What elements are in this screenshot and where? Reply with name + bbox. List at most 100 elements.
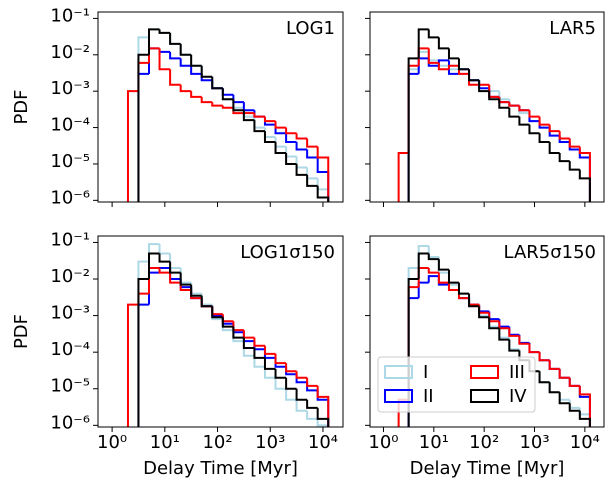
histogram-step [468, 293, 480, 308]
histogram-step [158, 29, 171, 34]
histogram-step [518, 116, 530, 126]
histogram-step [578, 385, 591, 427]
histogram-step [558, 392, 570, 401]
y-tick-label: 10⁻⁶ [50, 187, 90, 208]
histogram-step [538, 133, 550, 144]
histogram-step [306, 174, 318, 187]
x-tick-label: 10⁰ [368, 432, 398, 453]
histogram-step [528, 110, 540, 118]
histogram-step [295, 142, 308, 151]
histogram-step [407, 64, 419, 153]
histogram-step [306, 399, 318, 409]
histogram-step [285, 133, 297, 144]
histogram-step [427, 51, 439, 62]
histogram-step [263, 116, 276, 123]
legend-swatch [384, 389, 413, 403]
histogram-step [147, 28, 160, 38]
histogram-step [200, 65, 213, 78]
histogram-step [316, 418, 330, 427]
histogram-step [478, 304, 490, 317]
histogram-step [200, 65, 213, 78]
histogram-step [295, 163, 308, 176]
histogram-step [397, 151, 409, 202]
histogram-step [221, 105, 234, 109]
histogram-step [274, 368, 287, 379]
legend-label: III [509, 362, 525, 383]
histogram-step [221, 314, 234, 323]
histogram-step [417, 28, 429, 59]
y-tick-label: 10⁻¹ [50, 229, 90, 250]
histogram-step [518, 334, 530, 344]
histogram-step [295, 388, 308, 401]
histogram-step [306, 167, 318, 180]
histogram-step [190, 54, 202, 67]
histogram-step [407, 72, 419, 202]
histogram-step [295, 371, 308, 379]
panel-title: LAR5σ150 [504, 242, 596, 263]
histogram-step [263, 345, 276, 355]
x-tick-label: 10⁴ [570, 432, 600, 453]
histogram-step [295, 399, 308, 412]
histogram-step [417, 267, 429, 288]
histogram-step [221, 317, 234, 328]
histogram-step [427, 48, 439, 64]
histogram-step [498, 99, 510, 109]
histogram-step [285, 152, 297, 165]
histogram-step [478, 306, 490, 319]
histogram-step [306, 377, 318, 387]
plot-area [126, 243, 330, 427]
histogram-step [147, 271, 160, 305]
histogram-step [498, 319, 510, 328]
histogram-step [137, 292, 149, 305]
histogram-step [285, 377, 297, 390]
histogram-step [558, 392, 570, 405]
histogram-step [558, 368, 570, 379]
histogram-step [169, 69, 181, 86]
y-tick-label: 10⁻¹ [50, 5, 90, 26]
histogram-step [578, 169, 591, 202]
y-tick-label: 10⁻³ [50, 303, 90, 324]
histogram-step [518, 335, 530, 345]
axes-frame [97, 235, 344, 428]
y-tick-label: 10⁻² [50, 266, 90, 287]
histogram-step [274, 124, 287, 135]
legend-box [377, 356, 536, 413]
histogram-step [548, 142, 560, 154]
histogram-step [468, 293, 480, 306]
histogram-step [508, 337, 520, 351]
histogram-step [232, 326, 244, 339]
histogram-step [306, 149, 318, 159]
histogram-step [528, 124, 540, 135]
x-tick-label: 10¹ [419, 432, 449, 453]
histogram-step [285, 127, 297, 135]
y-tick-label: 10⁻⁵ [50, 151, 90, 172]
histogram-step [137, 61, 149, 92]
histogram-step [274, 121, 287, 129]
histogram-step [447, 48, 459, 60]
histogram-step [158, 48, 171, 53]
histogram-step [437, 272, 449, 284]
histogram-step [508, 328, 520, 337]
histogram-step [158, 48, 171, 71]
y-tick-label: 10⁻⁶ [50, 412, 90, 433]
histogram-step [427, 245, 439, 258]
histogram-step [147, 47, 160, 74]
histogram-step [263, 131, 276, 144]
histogram-step [578, 410, 591, 427]
histogram-step [285, 388, 297, 401]
histogram-step [242, 110, 255, 122]
histogram-step [147, 28, 160, 55]
histogram-step [147, 252, 160, 280]
histogram-step [528, 343, 540, 354]
histogram-step [437, 37, 449, 50]
x-axis-label: Delay Time [Myr] [410, 458, 565, 479]
histogram-step [316, 185, 330, 202]
histogram-step [417, 50, 429, 70]
histogram-step [274, 142, 287, 154]
histogram-step [488, 317, 500, 330]
histogram-step [558, 152, 570, 163]
histogram-step [137, 303, 149, 427]
histogram-step [242, 102, 255, 112]
histogram-step [253, 348, 265, 359]
